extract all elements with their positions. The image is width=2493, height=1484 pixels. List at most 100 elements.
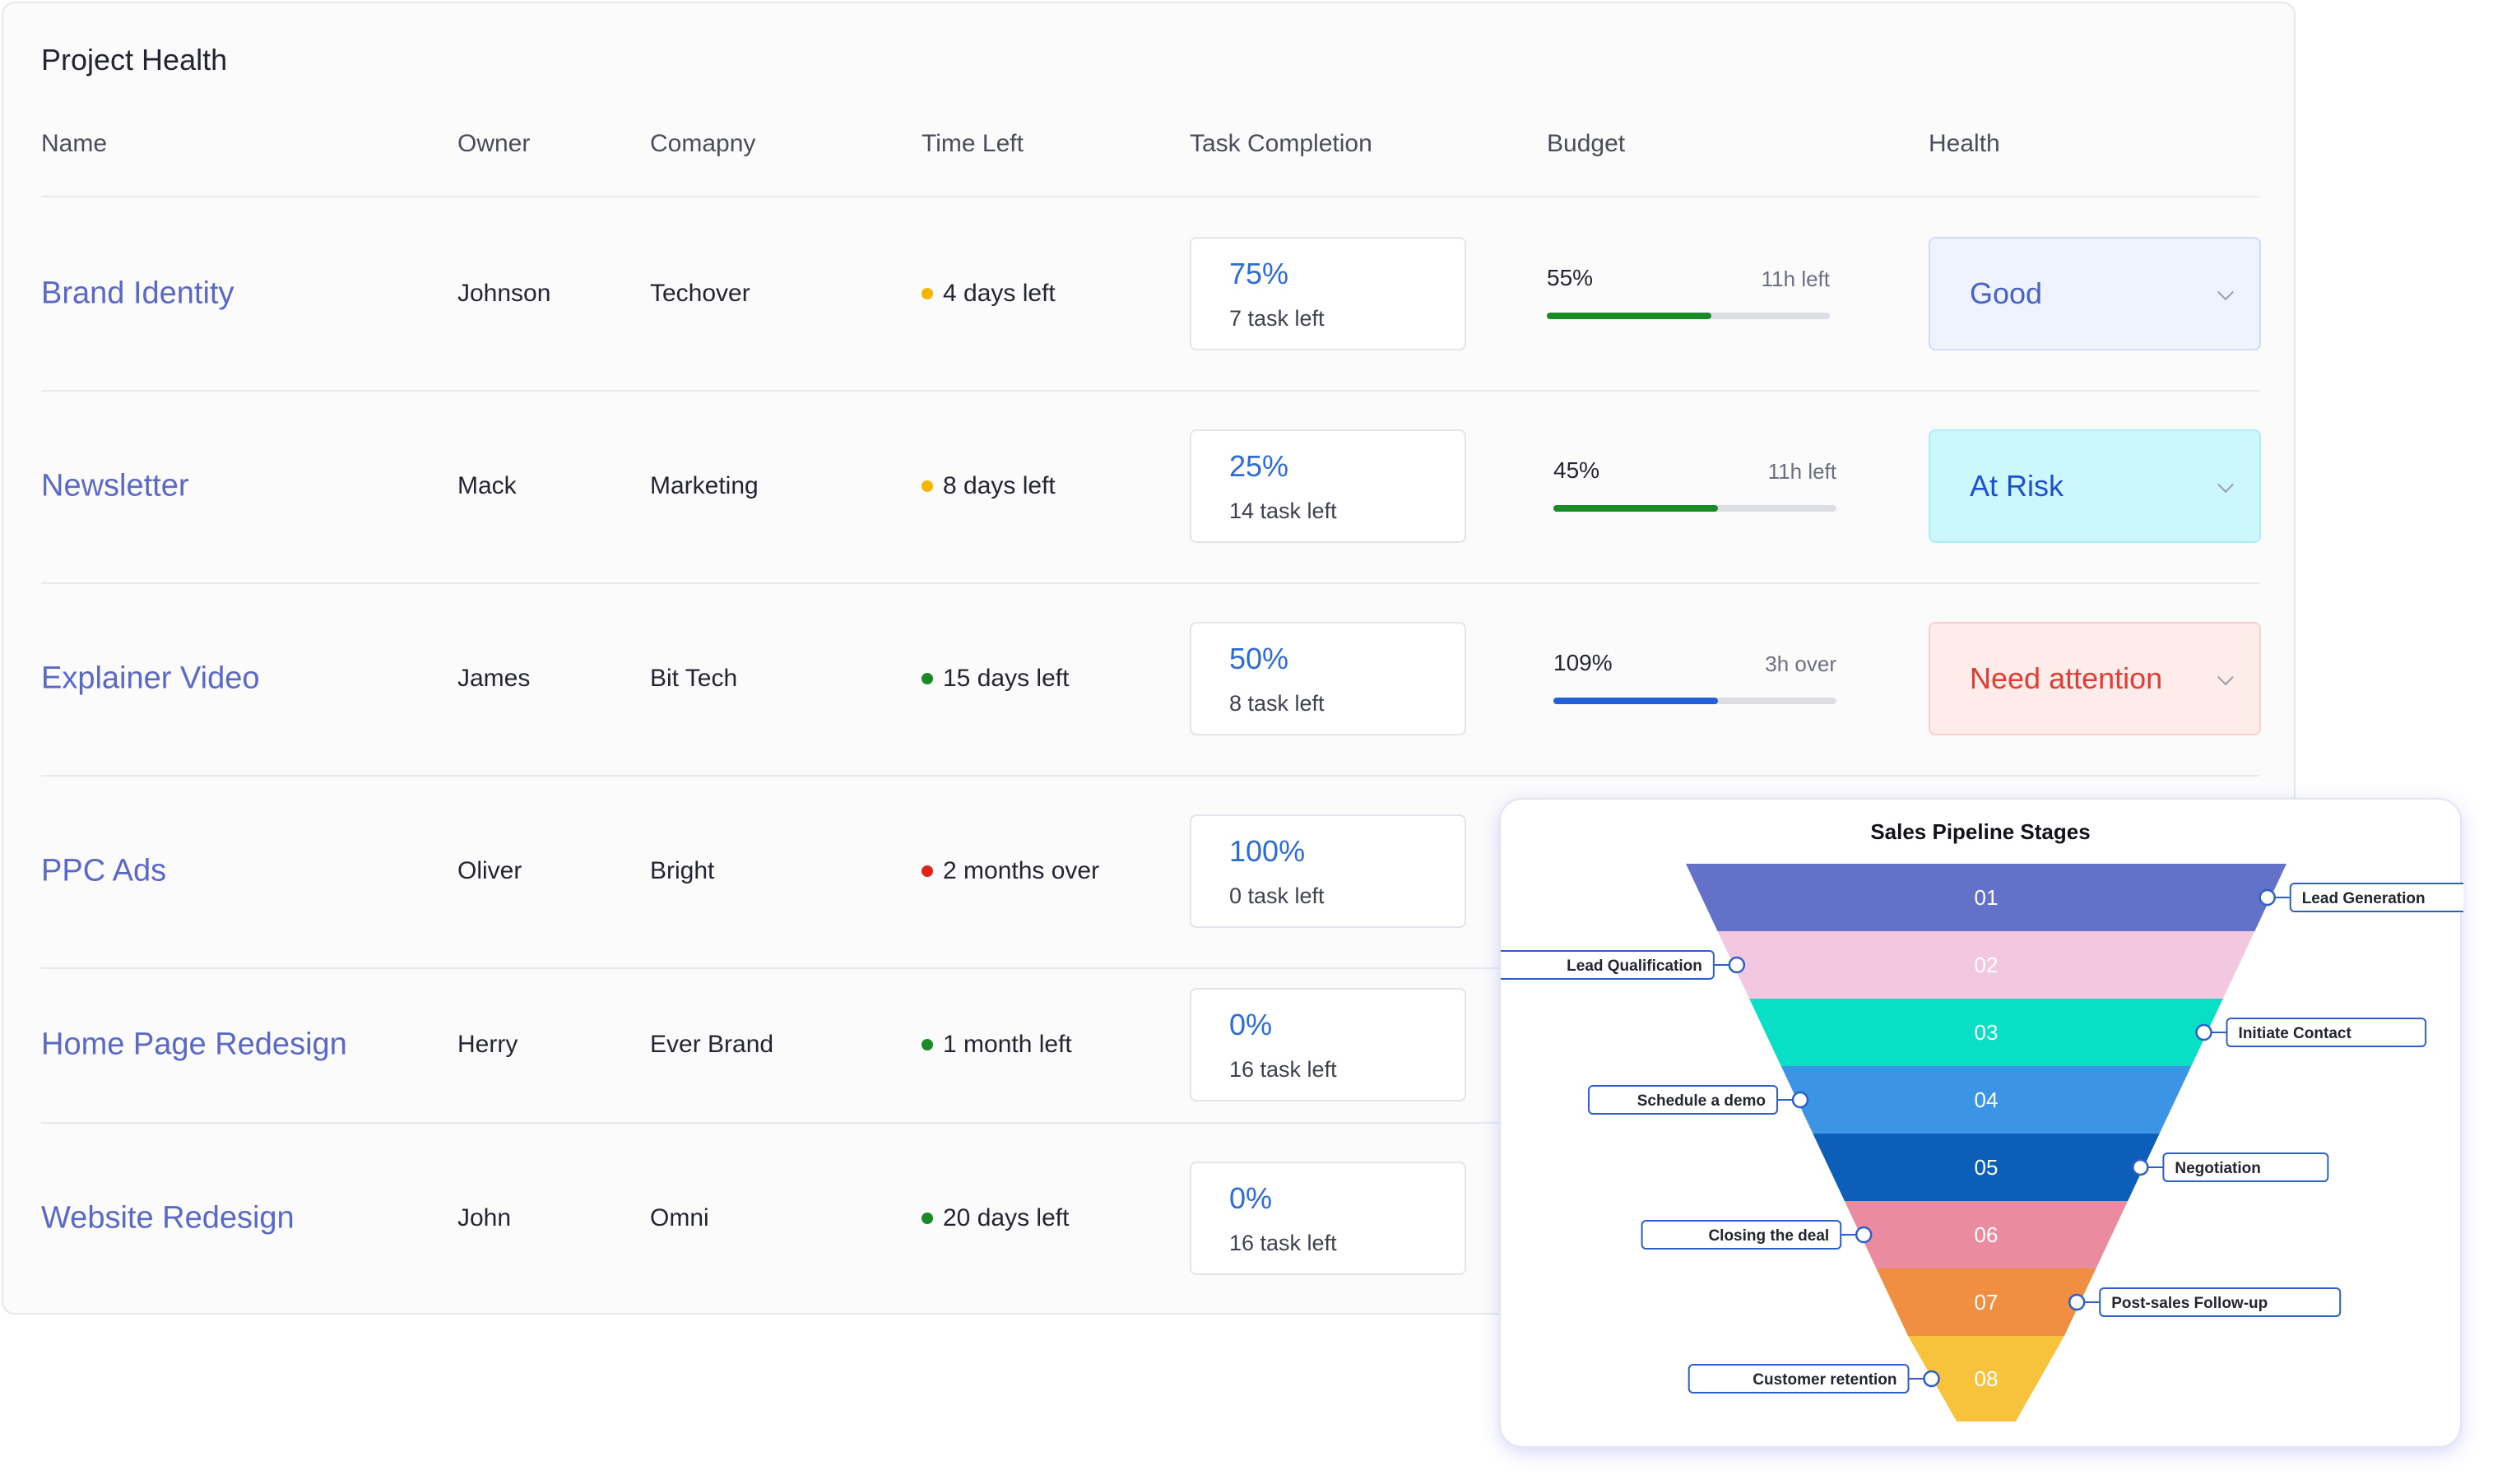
time-left: 2 months over	[922, 857, 1099, 885]
connector-node	[2259, 888, 2276, 907]
funnel-stage-05	[1813, 1134, 2160, 1201]
funnel-stage-04	[1780, 1066, 2192, 1134]
tasks-left: 16 task left	[1229, 1057, 1337, 1082]
funnel-stage-number: 01	[1975, 885, 1999, 910]
health-dropdown[interactable]: At Risk	[1929, 429, 2261, 543]
time-left: 1 month left	[922, 1031, 1072, 1059]
health-status-label: At Risk	[1970, 469, 2064, 503]
task-completion-box: 50% 8 task left	[1190, 622, 1466, 735]
table-row[interactable]: Newsletter Mack Marketing 8 days left 25…	[3, 390, 2297, 582]
time-left-text: 2 months over	[943, 857, 1100, 884]
budget-progress-track	[1553, 698, 1836, 704]
owner-name: John	[457, 1204, 512, 1231]
header-divider	[41, 196, 2259, 197]
health-dropdown[interactable]: Need attention	[1929, 622, 2261, 735]
project-name-link[interactable]: Website Redesign	[41, 1200, 295, 1236]
funnel-title: Sales Pipeline Stages	[1870, 819, 2091, 844]
row-divider	[41, 390, 2259, 392]
task-completion-box: 100% 0 task left	[1190, 814, 1466, 928]
health-status-label: Good	[1970, 276, 2043, 310]
task-completion-percent: 100%	[1229, 834, 1306, 868]
connector-node	[1791, 1091, 1809, 1109]
owner-name: James	[457, 665, 531, 692]
health-dropdown[interactable]: Good	[1929, 237, 2261, 350]
funnel-stage-number: 03	[1975, 1020, 1999, 1045]
funnel-stage-number: 07	[1975, 1290, 1999, 1315]
column-header-task-completion[interactable]: Task Completion	[1190, 130, 1372, 157]
stage-label: Initiate Contact	[2239, 1025, 2352, 1042]
table-row[interactable]: Home Page Redesign Herry Ever Brand 1 mo…	[3, 967, 2297, 1122]
project-name-link[interactable]: PPC Ads	[41, 853, 167, 888]
stage-label-box	[2226, 1018, 2427, 1047]
funnel-stage-01	[1686, 864, 2286, 931]
column-header-owner[interactable]: Owner	[457, 130, 531, 157]
stage-label: Negotiation	[2175, 1160, 2261, 1177]
funnel-stage-07	[1876, 1268, 2096, 1336]
sales-funnel-diagram: 01 Lead Generation 02 Lead Qualification 03 I…	[1501, 864, 2463, 1421]
owner-name: Herry	[457, 1031, 518, 1058]
project-name-link[interactable]: Explainer Video	[41, 661, 260, 696]
connector-node	[2132, 1158, 2149, 1176]
connector-node	[2195, 1023, 2212, 1041]
connector-node	[1855, 1226, 1873, 1244]
stage-label: Schedule a demo	[1637, 1092, 1766, 1110]
status-dot	[922, 1039, 933, 1050]
company-name: Marketing	[650, 472, 759, 499]
budget-percent: 109%	[1553, 650, 1613, 675]
budget-progress-track	[1553, 505, 1836, 512]
task-completion-box: 0% 16 task left	[1190, 988, 1466, 1101]
budget-progress-fill	[1553, 505, 1718, 512]
project-health-card: Project Health Name Owner Comapny Time L…	[2, 2, 2296, 1315]
company-name: Bright	[650, 857, 715, 884]
task-completion-box: 25% 14 task left	[1190, 429, 1466, 543]
stage-label-box	[1688, 1364, 1910, 1394]
project-name-link[interactable]: Home Page Redesign	[41, 1027, 347, 1062]
stage-label-box	[1501, 950, 1715, 980]
owner-name: Johnson	[457, 280, 551, 307]
column-header-time-left[interactable]: Time Left	[922, 130, 1024, 157]
time-left-text: 4 days left	[943, 280, 1056, 307]
time-left-text: 15 days left	[943, 665, 1070, 692]
budget-indicator: 109% 3h over	[1553, 650, 1836, 707]
table-row[interactable]: PPC Ads Oliver Bright 2 months over 100%…	[3, 775, 2297, 967]
funnel-stage-number: 06	[1975, 1222, 1999, 1247]
stage-label: Lead Generation	[2302, 890, 2426, 907]
status-dot	[922, 673, 933, 684]
company-name: Techover	[650, 280, 750, 307]
table-row[interactable]: Brand Identity Johnson Techover 4 days l…	[3, 197, 2297, 390]
time-left: 8 days left	[922, 472, 1056, 500]
tasks-left: 0 task left	[1229, 883, 1325, 908]
budget-percent: 45%	[1553, 457, 1600, 483]
budget-progress-fill	[1547, 313, 1711, 319]
owner-name: Oliver	[457, 857, 522, 884]
row-divider	[41, 967, 2259, 969]
table-row[interactable]: Explainer Video James Bit Tech 15 days l…	[3, 582, 2297, 775]
status-dot	[922, 1213, 933, 1224]
column-header-health[interactable]: Health	[1929, 130, 2000, 157]
tasks-left: 8 task left	[1229, 691, 1325, 716]
budget-progress-fill	[1553, 698, 1718, 704]
stage-label: Customer retention	[1753, 1371, 1896, 1389]
task-completion-percent: 25%	[1229, 449, 1289, 483]
project-name-link[interactable]: Brand Identity	[41, 276, 234, 311]
row-divider	[41, 1122, 2259, 1124]
column-header-company[interactable]: Comapny	[650, 130, 756, 157]
column-header-name[interactable]: Name	[41, 130, 108, 157]
task-completion-box: 75% 7 task left	[1190, 237, 1466, 350]
funnel-stage-08	[1908, 1336, 2064, 1421]
status-dot	[922, 480, 933, 492]
budget-percent: 55%	[1547, 265, 1594, 290]
stage-label-box	[1641, 1220, 1842, 1250]
budget-progress-track	[1547, 313, 1830, 319]
column-header-budget[interactable]: Budget	[1547, 130, 1626, 157]
table-row[interactable]: Website Redesign John Omni 20 days left …	[3, 1122, 2297, 1315]
task-completion-percent: 0%	[1229, 1008, 1273, 1041]
connector-node	[1728, 956, 1746, 974]
budget-indicator: 55% 11h left	[1547, 265, 1830, 322]
stage-label-box	[2162, 1152, 2329, 1182]
project-name-link[interactable]: Newsletter	[41, 468, 189, 503]
connector-node	[1923, 1370, 1940, 1388]
funnel-stage-02	[1717, 931, 2255, 999]
time-left: 4 days left	[922, 280, 1056, 308]
funnel-stage-number: 02	[1975, 953, 1999, 977]
